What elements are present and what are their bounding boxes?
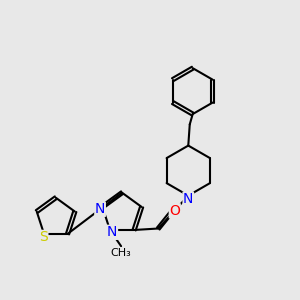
- Text: O: O: [169, 204, 180, 218]
- Text: S: S: [39, 230, 48, 244]
- Text: N: N: [183, 192, 194, 206]
- Text: N: N: [107, 225, 118, 239]
- Text: N: N: [95, 202, 105, 216]
- Text: CH₃: CH₃: [111, 248, 131, 258]
